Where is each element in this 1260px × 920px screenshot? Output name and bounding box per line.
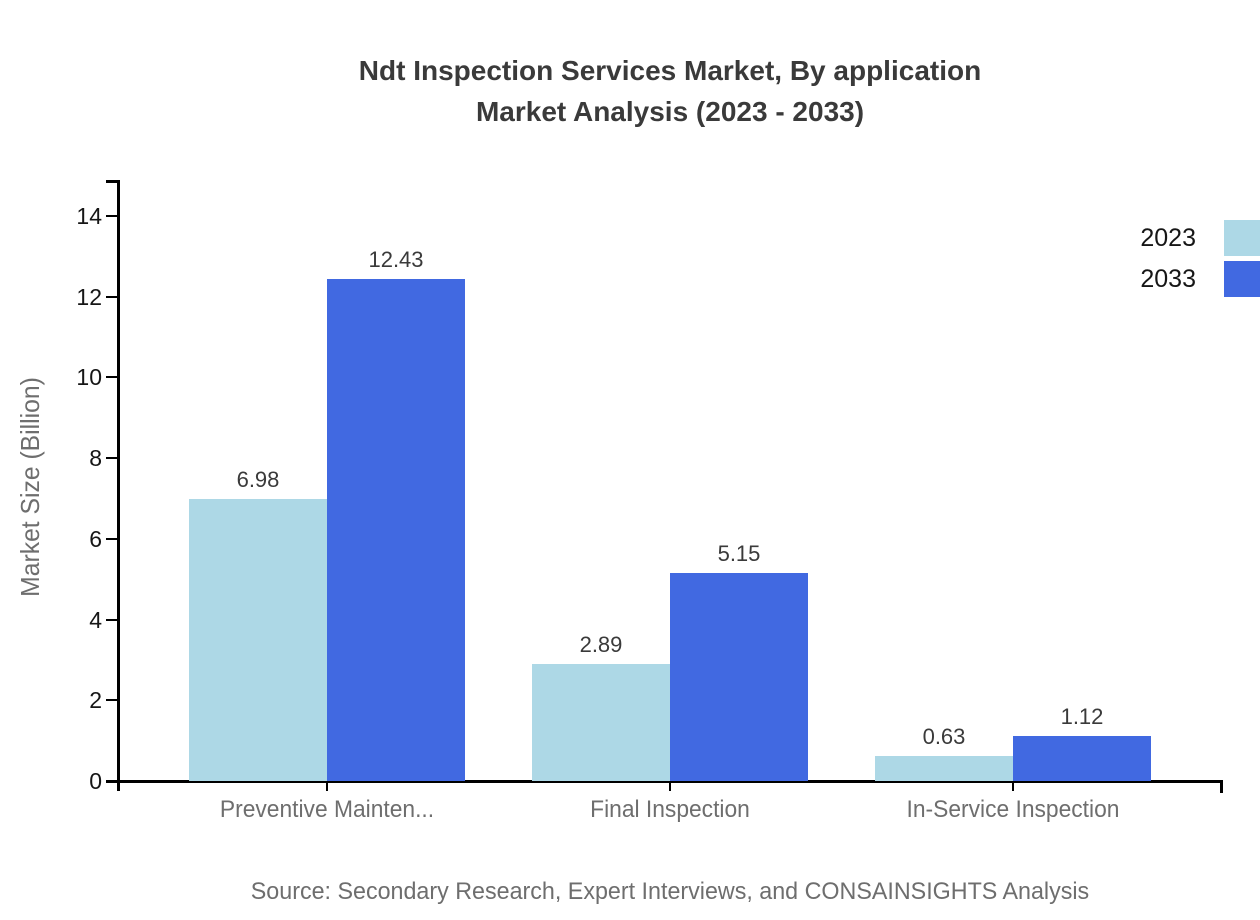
- bar-value-label: 5.15: [717, 541, 761, 567]
- y-tick-mark: [106, 780, 118, 782]
- x-tick-mark: [326, 781, 328, 791]
- chart-title-line2: Market Analysis (2023 - 2033): [475, 96, 865, 127]
- y-tick-label: 8: [89, 445, 102, 472]
- x-tick-mark: [669, 781, 671, 791]
- y-tick-mark: [106, 457, 118, 460]
- x-axis-line: [106, 780, 1222, 783]
- y-tick-label: 10: [76, 364, 102, 391]
- y-tick-label: 6: [89, 525, 102, 552]
- legend-label-2023: 2023: [1140, 224, 1196, 252]
- bar-2023-1: [189, 499, 327, 781]
- x-category-label: Final Inspection: [590, 796, 750, 823]
- y-tick-mark: [106, 537, 118, 540]
- legend-item-2033: 2033: [1140, 261, 1260, 297]
- legend-swatch-2033: [1224, 261, 1260, 297]
- bar-value-label: 0.63: [922, 723, 966, 749]
- x-tick-mark: [1012, 781, 1014, 791]
- bar-value-label: 1.12: [1060, 703, 1104, 729]
- bar-2023-2: [532, 664, 670, 781]
- bar-2023-3: [875, 755, 1013, 781]
- y-axis-line: [117, 180, 120, 791]
- x-category-label: In-Service Inspection: [906, 796, 1120, 823]
- source-note: Source: Secondary Research, Expert Inter…: [250, 878, 1090, 905]
- chart-title: Ndt Inspection Services Market, By appli…: [40, 50, 1260, 132]
- y-tick-mark: [106, 618, 118, 621]
- bar-value-label: 2.89: [579, 632, 623, 658]
- legend-item-2023: 2023: [1140, 220, 1260, 256]
- bar-value-label: 6.98: [236, 467, 280, 493]
- y-tick-label: 0: [89, 768, 102, 794]
- y-tick-mark: [106, 215, 118, 217]
- y-axis-top-cap: [106, 180, 120, 183]
- y-tick-label: 14: [76, 203, 102, 229]
- y-tick-label: 2: [89, 687, 102, 714]
- y-tick-label: 4: [89, 606, 102, 633]
- y-tick-mark: [106, 295, 118, 298]
- legend-swatch-2023: [1224, 220, 1260, 256]
- y-tick-mark: [106, 699, 118, 702]
- x-category-label: Preventive Mainten...: [219, 796, 435, 823]
- chart-title-line1: Ndt Inspection Services Market, By appli…: [358, 55, 982, 86]
- legend-label-2033: 2033: [1140, 265, 1196, 293]
- x-axis-right-cap: [1220, 780, 1223, 793]
- y-tick-mark: [106, 376, 118, 379]
- bar-value-label: 12.43: [368, 247, 424, 273]
- y-tick-label: 12: [76, 283, 102, 310]
- bar-2033-3: [1013, 735, 1151, 781]
- bar-2033-2: [670, 573, 808, 781]
- bar-2033-1: [327, 279, 465, 781]
